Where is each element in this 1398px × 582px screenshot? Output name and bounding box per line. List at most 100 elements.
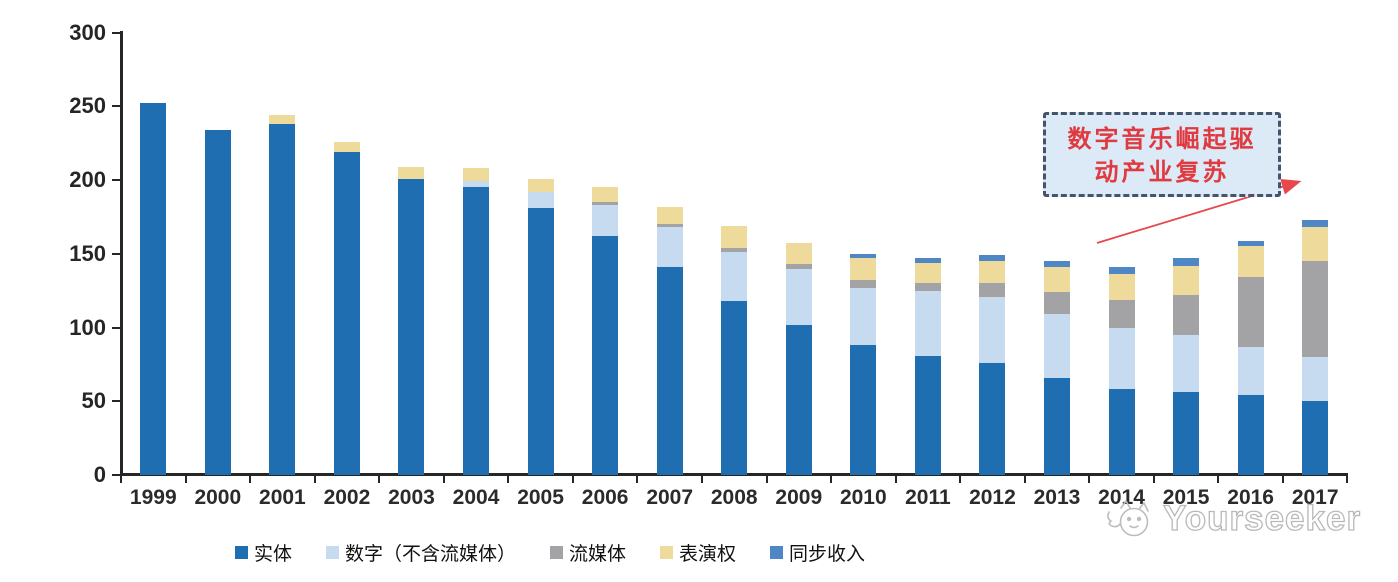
- legend-swatch-icon: [770, 546, 784, 559]
- x-category-label: 2007: [646, 486, 694, 509]
- bar-segment: [656, 267, 683, 475]
- legend-swatch-icon: [234, 546, 248, 559]
- bar-2011: [914, 258, 941, 475]
- legend-item: 表演权: [660, 539, 736, 566]
- y-tick-label: 0: [93, 462, 106, 487]
- bar-segment: [979, 296, 1006, 363]
- bar-segment: [1173, 334, 1200, 393]
- legend-label: 实体: [253, 543, 292, 565]
- bar-segment: [721, 247, 748, 253]
- x-category-label: 2002: [323, 486, 371, 509]
- bar-segment: [979, 362, 1006, 475]
- bar-segment: [850, 345, 877, 475]
- legend-item: 同步收入: [770, 539, 865, 566]
- bar-segment: [269, 115, 296, 124]
- bar-segment: [914, 258, 941, 263]
- bar-segment: [1173, 258, 1200, 266]
- x-tick: [442, 476, 445, 483]
- y-tick: [112, 179, 121, 181]
- bar-segment: [1302, 261, 1329, 357]
- x-tick: [507, 476, 510, 483]
- y-tick: [112, 400, 121, 403]
- bar-2001: [269, 115, 296, 475]
- bar-segment: [463, 181, 490, 188]
- bar-segment: [1108, 274, 1135, 300]
- x-category-label: 2010: [839, 486, 887, 509]
- bar-segment: [914, 262, 941, 284]
- x-tick: [1088, 476, 1091, 483]
- bar-segment: [656, 227, 683, 268]
- legend-item: 数字（不含流媒体）: [325, 539, 516, 566]
- bar-segment: [721, 225, 748, 248]
- bar-2012: [979, 255, 1006, 475]
- x-category-label: 2014: [1098, 486, 1145, 509]
- bar-segment: [1173, 392, 1200, 475]
- bar-segment: [721, 300, 748, 475]
- x-category-label: 2012: [969, 486, 1016, 509]
- legend-label: 流媒体: [568, 543, 626, 565]
- bar-segment: [463, 168, 490, 182]
- x-tick: [120, 476, 122, 483]
- watermark: Yourseeker: [1105, 498, 1361, 540]
- x-tick: [1281, 476, 1284, 483]
- x-category-label: 2001: [259, 486, 306, 509]
- bar-segment: [850, 258, 877, 281]
- bar-segment: [914, 283, 941, 291]
- bar-segment: [656, 224, 683, 228]
- legend-label: 同步收入: [789, 543, 866, 565]
- bar-2007: [656, 206, 683, 475]
- bar-segment: [850, 280, 877, 288]
- bar-2016: [1237, 240, 1264, 475]
- bar-segment: [850, 287, 877, 346]
- legend-label: 表演权: [679, 543, 737, 565]
- watermark-text: Yourseeker: [1162, 498, 1362, 538]
- bar-segment: [1108, 299, 1135, 328]
- x-category-label: 2005: [517, 486, 564, 509]
- bar-segment: [785, 264, 812, 269]
- bar-segment: [850, 253, 877, 259]
- bar-segment: [333, 151, 360, 475]
- y-tick-label: 100: [69, 314, 106, 340]
- bar-segment: [1043, 314, 1070, 378]
- bar-2002: [333, 141, 360, 475]
- bar-2003: [398, 166, 425, 475]
- bar-segment: [979, 283, 1006, 297]
- annotation-text-line1: 数字音乐崛起驱: [1067, 123, 1257, 153]
- bar-segment: [1043, 267, 1070, 293]
- bar-2013: [1043, 261, 1070, 475]
- bar-segment: [914, 355, 941, 475]
- legend-item: 实体: [234, 539, 292, 566]
- x-category-label: 1999: [129, 486, 177, 509]
- x-category-label: 2017: [1291, 486, 1339, 509]
- bar-segment: [1237, 346, 1264, 396]
- bar-segment: [785, 268, 812, 325]
- bar-segment: [1237, 246, 1264, 278]
- bar-segment: [140, 103, 167, 475]
- y-axis-line: [120, 31, 123, 475]
- x-tick: [1217, 476, 1220, 483]
- bar-segment: [527, 208, 554, 475]
- x-tick: [636, 476, 639, 483]
- bar-1999: [140, 103, 167, 475]
- bar-2006: [592, 187, 619, 475]
- bar-2004: [463, 168, 490, 475]
- x-category-label: 2006: [581, 486, 629, 509]
- bar-segment: [1302, 219, 1329, 228]
- bar-segment: [1108, 327, 1135, 390]
- bar-2010: [850, 253, 877, 475]
- x-tick: [571, 476, 574, 483]
- bar-segment: [785, 324, 812, 475]
- bar-segment: [979, 255, 1006, 262]
- y-tick: [112, 105, 121, 108]
- bar-segment: [721, 252, 748, 301]
- bar-segment: [1302, 401, 1329, 475]
- legend-swatch-icon: [325, 546, 339, 559]
- bar-segment: [527, 178, 554, 192]
- bar-2005: [527, 178, 554, 475]
- bar-segment: [1043, 377, 1070, 475]
- legend-swatch-icon: [660, 546, 673, 559]
- bar-segment: [1108, 267, 1135, 275]
- x-category-label: 2003: [388, 486, 435, 509]
- bar-segment: [592, 236, 619, 475]
